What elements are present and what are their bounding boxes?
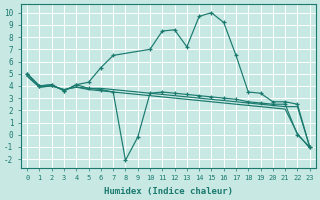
X-axis label: Humidex (Indice chaleur): Humidex (Indice chaleur) [104,187,233,196]
